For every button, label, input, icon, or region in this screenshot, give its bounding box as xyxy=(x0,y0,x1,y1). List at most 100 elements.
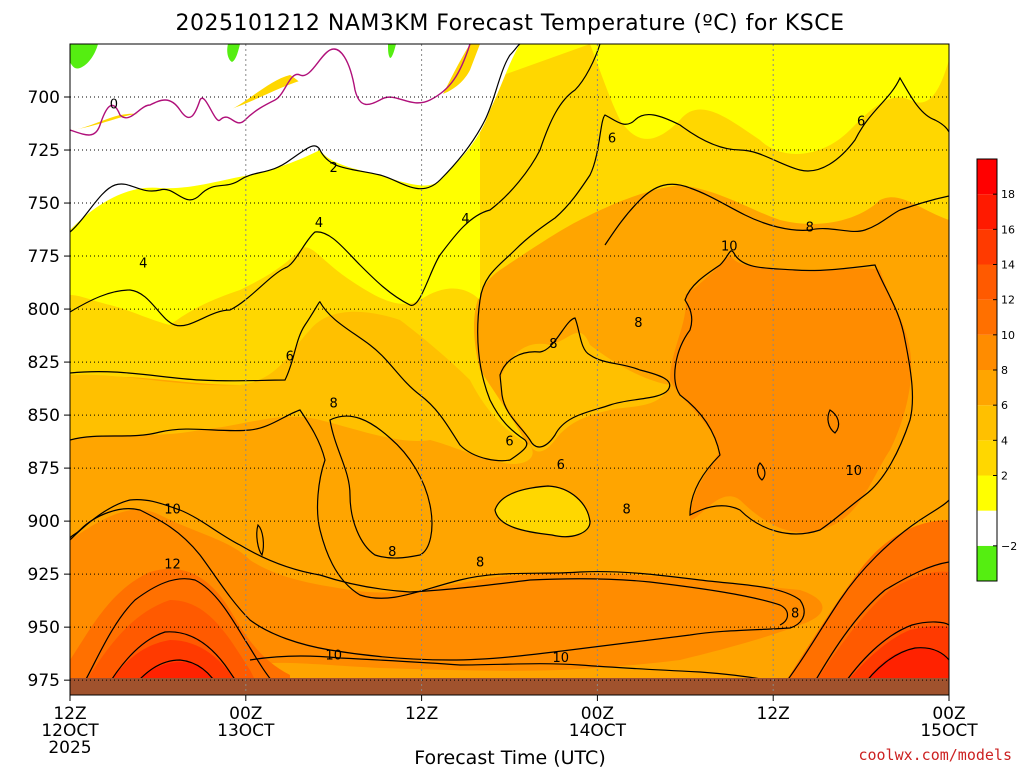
contour-2 xyxy=(70,44,521,233)
field-band-8-10 xyxy=(70,509,823,690)
contour-label-22: 10 xyxy=(846,464,863,479)
plot-frame xyxy=(69,43,950,696)
x-tick-label-12-0: 00Z xyxy=(229,704,262,724)
contour-10-small-a xyxy=(256,523,264,557)
x-tick-label-12-1: 13OCT xyxy=(217,721,275,741)
y-tick-label-825: 825 xyxy=(28,353,60,373)
contour-label-1: 2 xyxy=(330,161,338,176)
contour-label-7: 6 xyxy=(557,458,565,473)
contour-8-center-blob xyxy=(499,317,671,448)
x-tick-label-60-0: 00Z xyxy=(932,704,965,724)
y-tick-label-725: 725 xyxy=(28,141,60,161)
x-tick-label-24-0: 12Z xyxy=(405,704,438,724)
grid xyxy=(70,44,949,695)
field-band-0-2-upper xyxy=(70,44,520,230)
colorbar-swatch-9 xyxy=(977,229,997,265)
y-tick-label-900: 900 xyxy=(28,512,60,532)
contour-label-20: 10 xyxy=(325,649,342,664)
colorbar-swatch-5 xyxy=(977,370,997,406)
contour-12-right xyxy=(809,561,949,691)
contour-label-4: 4 xyxy=(461,212,469,227)
field-band-2-4 xyxy=(70,44,949,230)
contour-label-9: 6 xyxy=(857,114,865,129)
contour-labels: 0 2 4 4 4 6 6 6 6 6 8 8 8 8 8 8 8 8 10 10 10 10 10 12 xyxy=(110,97,865,665)
y-tick-label-975: 975 xyxy=(28,671,60,691)
colorbar-label-2: 4 xyxy=(1001,434,1008,447)
contour-lines xyxy=(70,44,949,691)
colorbar-label-6: 12 xyxy=(1001,294,1015,307)
ground-strip xyxy=(70,678,949,695)
colorbar-swatch-7 xyxy=(977,299,997,335)
field-band-below-0-c xyxy=(388,44,396,58)
colorbar-swatch-0 xyxy=(977,545,997,581)
contour-label-16: 8 xyxy=(806,220,814,235)
y-tick-label-950: 950 xyxy=(28,618,60,638)
x-tick-label-0-2: 2025 xyxy=(48,738,91,758)
colorbar-swatch-8 xyxy=(977,264,997,300)
x-tick-label-0-0: 12Z xyxy=(53,704,86,724)
contour-10-lower xyxy=(70,499,789,626)
y-tick-label-750: 750 xyxy=(28,194,60,214)
contour-4 xyxy=(70,44,601,327)
field-band-2-4-left xyxy=(70,130,480,325)
colorbar-swatch-11 xyxy=(977,159,997,195)
contour-10-upper-right xyxy=(674,250,914,535)
colorbar-label-9: 18 xyxy=(1001,188,1015,201)
contour-8-left-blob xyxy=(329,415,433,559)
field-band-6-8-left xyxy=(70,311,533,465)
contour-14-right xyxy=(839,621,949,691)
contour-label-10: 8 xyxy=(330,396,338,411)
y-tick-label-925: 925 xyxy=(28,565,60,585)
contour-label-14: 8 xyxy=(634,316,642,331)
colorbar-label-7: 14 xyxy=(1001,259,1015,272)
contour-16-right xyxy=(859,647,949,691)
colorbar-label-4: 8 xyxy=(1001,364,1008,377)
field-band-below-0-b xyxy=(227,44,240,62)
x-axis-title: Forecast Time (UTC) xyxy=(414,747,605,768)
x-tick-label-36-0: 00Z xyxy=(581,704,614,724)
colorbar: −2 2 4 6 8 10 12 14 16 18 xyxy=(976,158,1017,582)
contour-16-left xyxy=(129,659,221,691)
contour-8-main xyxy=(70,409,805,661)
y-tick-label-875: 875 xyxy=(28,459,60,479)
x-tick-label-60-1: 15OCT xyxy=(920,721,978,741)
contour-10-small-c xyxy=(756,462,766,481)
colorbar-label-1: 2 xyxy=(1001,470,1008,483)
plot-area xyxy=(70,44,949,695)
credit-text: coolwx.com/models xyxy=(858,746,1012,764)
field-island-4-6-low xyxy=(495,487,590,537)
y-tick-label-800: 800 xyxy=(28,300,60,320)
contour-10-small-b xyxy=(827,409,840,434)
colorbar-swatch-3 xyxy=(977,440,997,476)
field-band-below-0-a xyxy=(70,44,98,69)
contour-label-8: 6 xyxy=(608,131,616,146)
colorbar-swatch-10 xyxy=(977,194,997,230)
colorbar-label-3: 6 xyxy=(1001,399,1008,412)
contour-0 xyxy=(70,44,471,136)
contour-label-15: 8 xyxy=(623,502,631,517)
contour-label-13: 8 xyxy=(549,337,557,352)
colorbar-swatch-6 xyxy=(977,334,997,370)
contour-label-6: 6 xyxy=(505,435,513,450)
contour-label-5: 6 xyxy=(286,350,294,365)
contour-label-23: 12 xyxy=(164,558,181,573)
contour-label-12: 8 xyxy=(476,555,484,570)
colorbar-swatch-4 xyxy=(977,405,997,441)
colorbar-label-5: 10 xyxy=(1001,329,1015,342)
x-tick-label-48-0: 12Z xyxy=(757,704,790,724)
contour-label-2: 4 xyxy=(139,256,147,271)
contour-8-upper xyxy=(604,183,949,246)
contour-label-17: 8 xyxy=(791,606,799,621)
x-tick-label-0-1: 12OCT xyxy=(41,721,99,741)
contour-label-3: 4 xyxy=(315,216,323,231)
contour-14-left xyxy=(104,631,243,691)
y-axis: 700 725 750 775 800 825 850 875 900 925 950 975 xyxy=(28,88,70,691)
colorbar-swatch-1 xyxy=(977,510,997,546)
contour-label-19: 10 xyxy=(164,502,181,517)
contour-6 xyxy=(70,76,949,462)
x-tick-label-36-1: 14OCT xyxy=(569,721,627,741)
colorbar-swatch-2 xyxy=(977,475,997,511)
field-band-8-10-upper-right xyxy=(670,255,912,533)
